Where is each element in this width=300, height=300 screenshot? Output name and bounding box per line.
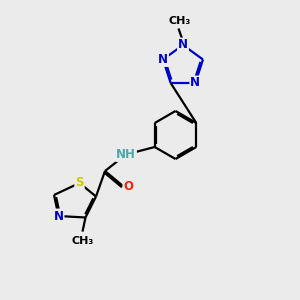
Text: S: S xyxy=(75,176,84,190)
Text: CH₃: CH₃ xyxy=(71,236,94,245)
Text: N: N xyxy=(53,209,64,223)
Text: N: N xyxy=(158,53,168,66)
Text: N: N xyxy=(178,38,188,52)
Text: NH: NH xyxy=(116,148,136,161)
Text: CH₃: CH₃ xyxy=(169,16,191,26)
Text: O: O xyxy=(123,179,134,193)
Text: N: N xyxy=(190,76,200,89)
